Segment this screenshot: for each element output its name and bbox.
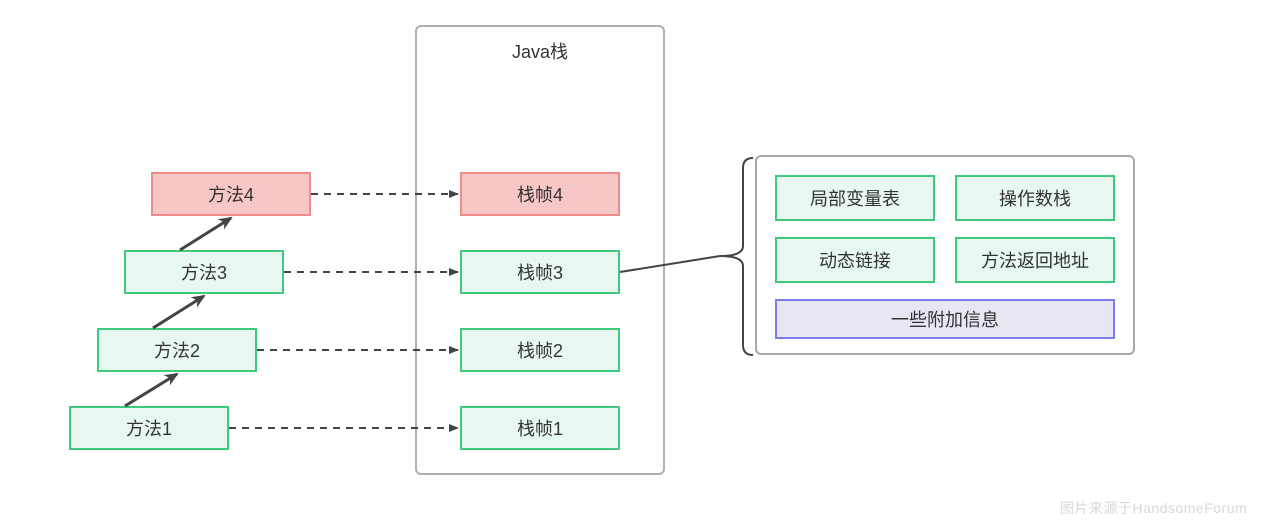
frame-box-frame3: 栈帧3 xyxy=(460,250,620,294)
frame-box-frame1: 栈帧1 xyxy=(460,406,620,450)
method-box-method1: 方法1 xyxy=(69,406,229,450)
detail-box-op-stack: 操作数栈 xyxy=(955,175,1115,221)
method-box-method2: 方法2 xyxy=(97,328,257,372)
detail-box-local-vars: 局部变量表 xyxy=(775,175,935,221)
call-arrow-method1-to-method2 xyxy=(125,374,177,406)
detail-box-dyn-link: 动态链接 xyxy=(775,237,935,283)
watermark-text: 图片来源于HandsomeForum xyxy=(1060,498,1247,518)
java-stack-title: Java栈 xyxy=(415,37,665,65)
detail-box-extra-info: 一些附加信息 xyxy=(775,299,1115,339)
frame-box-frame4: 栈帧4 xyxy=(460,172,620,216)
method-box-method3: 方法3 xyxy=(124,250,284,294)
frame-box-frame2: 栈帧2 xyxy=(460,328,620,372)
method-box-method4: 方法4 xyxy=(151,172,311,216)
detail-box-ret-addr: 方法返回地址 xyxy=(955,237,1115,283)
call-arrow-method3-to-method4 xyxy=(180,218,231,250)
call-arrow-method2-to-method3 xyxy=(153,296,204,328)
curly-brace xyxy=(720,158,753,355)
